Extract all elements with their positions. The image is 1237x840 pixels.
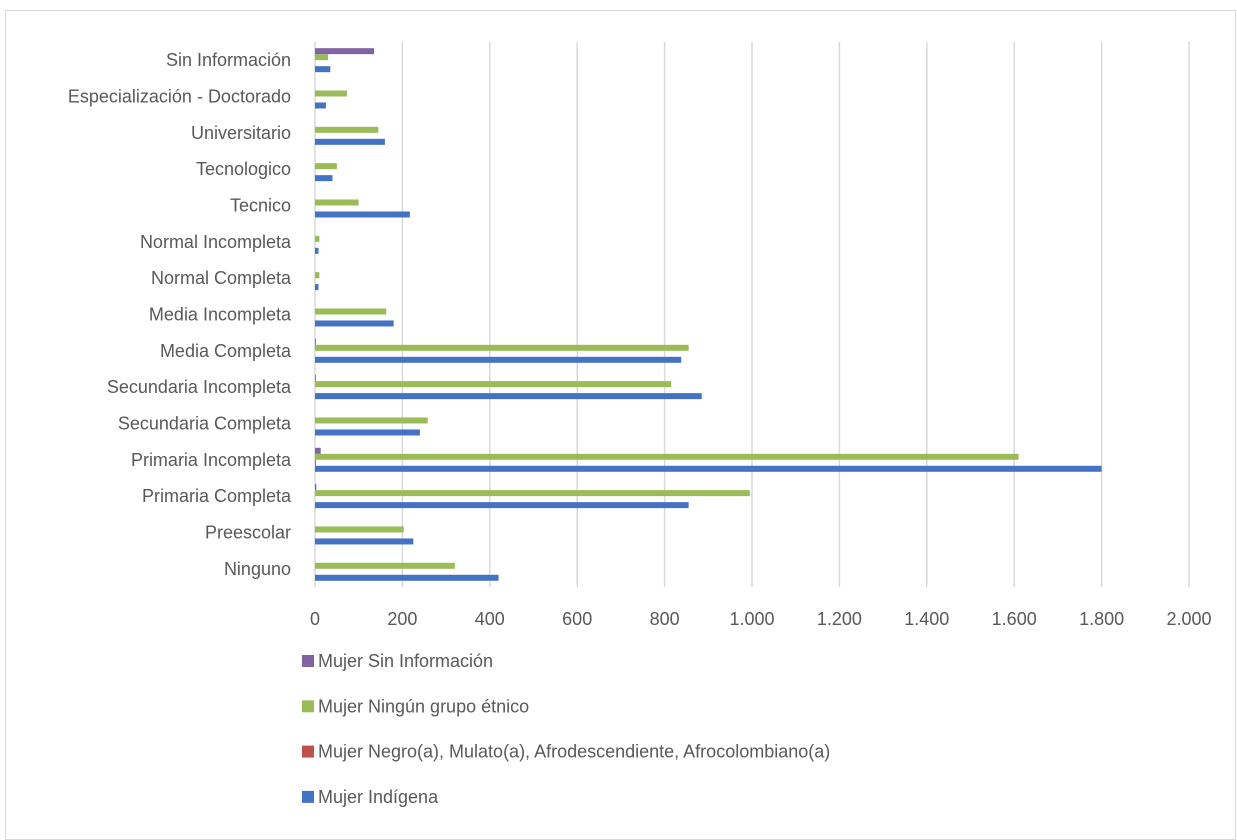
- bar-mujer-ning-n-grupo-tnico-especializaci-n-doctorado: [315, 90, 347, 97]
- category-label: Sin Información: [166, 50, 291, 70]
- legend-label: Mujer Sin Información: [318, 651, 493, 671]
- category-label: Primaria Completa: [142, 486, 292, 506]
- bar-mujer-sin-informaci-n-primaria-completa: [315, 484, 317, 491]
- x-tick-label: 800: [650, 609, 680, 629]
- bar-mujer-ind-gena-tecnologico: [315, 175, 333, 182]
- bar-mujer-ning-n-grupo-tnico-ninguno: [315, 562, 455, 569]
- bar-mujer-ind-gena-primaria-incompleta: [315, 465, 1102, 472]
- x-tick-label: 1.400: [904, 609, 949, 629]
- bar-mujer-ning-n-grupo-tnico-secundaria-incompleta: [315, 381, 672, 388]
- category-label: Especialización - Doctorado: [68, 86, 291, 106]
- category-labels: Ninguno Preescolar Primaria Completa Primar…: [68, 50, 292, 579]
- bar-mujer-sin-informaci-n-secundaria-incompleta: [315, 375, 316, 382]
- x-tick-label: 0: [310, 609, 320, 629]
- legend-swatch: [302, 790, 314, 803]
- legend-label: Mujer Negro(a), Mulato(a), Afrodescendie…: [318, 742, 830, 762]
- bar-mujer-sin-informaci-n-primaria-incompleta: [315, 447, 321, 454]
- bar-mujer-ind-gena-media-completa: [315, 356, 682, 363]
- category-label: Media Incompleta: [149, 304, 292, 324]
- bar-mujer-sin-informaci-n-media-completa: [315, 338, 316, 345]
- legend-swatch: [302, 745, 314, 758]
- category-label: Preescolar: [205, 522, 291, 542]
- x-tick-label: 400: [475, 609, 505, 629]
- bar-mujer-ind-gena-sin-informaci-n: [315, 66, 331, 73]
- bar-mujer-ning-n-grupo-tnico-normal-incompleta: [315, 235, 320, 242]
- category-label: Primaria Incompleta: [131, 450, 292, 470]
- x-tick-label: 200: [387, 609, 417, 629]
- bar-mujer-ning-n-grupo-tnico-primaria-completa: [315, 490, 750, 497]
- legend-swatch: [302, 700, 314, 713]
- category-label: Secundaria Completa: [118, 413, 292, 433]
- x-tick-label: 1.200: [817, 609, 862, 629]
- bar-mujer-ind-gena-secundaria-incompleta: [315, 393, 702, 400]
- bar-mujer-ning-n-grupo-tnico-sin-informaci-n: [315, 54, 329, 61]
- bar-mujer-ning-n-grupo-tnico-preescolar: [315, 526, 404, 533]
- legend-label: Mujer Indígena: [318, 787, 439, 807]
- category-label: Tecnico: [230, 195, 291, 215]
- category-label: Tecnologico: [196, 159, 291, 179]
- bar-mujer-ning-n-grupo-tnico-normal-completa: [315, 272, 320, 279]
- bar-mujer-ind-gena-primaria-completa: [315, 502, 689, 509]
- bar-mujer-sin-informaci-n-sin-informaci-n: [315, 48, 374, 55]
- bar-mujer-ind-gena-normal-completa: [315, 284, 319, 291]
- bar-mujer-negro-a-mulato-a-afrodescendiente-afrocolombiano-a--primaria-incompleta: [315, 459, 316, 466]
- bar-mujer-ind-gena-universitario: [315, 138, 385, 145]
- legend-swatch: [302, 655, 314, 667]
- bar-mujer-ind-gena-secundaria-completa: [315, 429, 420, 436]
- bar-mujer-ning-n-grupo-tnico-tecnico: [315, 199, 359, 206]
- x-tick-label: 1.600: [992, 609, 1037, 629]
- x-tick-label: 1.800: [1079, 609, 1124, 629]
- bar-mujer-ind-gena-preescolar: [315, 538, 414, 545]
- category-label: Media Completa: [160, 341, 292, 361]
- category-label: Normal Completa: [151, 268, 292, 288]
- category-label: Ninguno: [224, 559, 291, 579]
- category-label: Normal Incompleta: [140, 232, 292, 252]
- bar-mujer-ning-n-grupo-tnico-secundaria-completa: [315, 417, 428, 424]
- legend-label: Mujer Ningún grupo étnico: [318, 696, 529, 716]
- bar-mujer-ning-n-grupo-tnico-tecnologico: [315, 163, 337, 170]
- bar-mujer-ind-gena-normal-incompleta: [315, 247, 319, 254]
- category-label: Secundaria Incompleta: [107, 377, 292, 397]
- bar-mujer-ind-gena-media-incompleta: [315, 320, 394, 327]
- legend: Mujer Sin Información Mujer Ningún grupo …: [302, 651, 830, 807]
- x-tick-label: 2.000: [1166, 609, 1211, 629]
- x-tick-label: 1.000: [729, 609, 774, 629]
- x-tick-labels: 0 200 400 600 800 1.000 1.200 1.400 1.600 1.800 2.…: [310, 609, 1212, 629]
- category-label: Universitario: [191, 123, 291, 143]
- bar-mujer-ind-gena-especializaci-n-doctorado: [315, 102, 326, 109]
- bar-mujer-ning-n-grupo-tnico-media-completa: [315, 344, 689, 351]
- bars: [315, 48, 1102, 581]
- bar-mujer-ning-n-grupo-tnico-universitario: [315, 126, 379, 133]
- bar-mujer-ning-n-grupo-tnico-primaria-incompleta: [315, 453, 1019, 460]
- x-tick-label: 600: [562, 609, 592, 629]
- bar-mujer-ning-n-grupo-tnico-media-incompleta: [315, 308, 387, 315]
- bar-mujer-ind-gena-tecnico: [315, 211, 410, 218]
- bar-mujer-ind-gena-ninguno: [315, 574, 499, 581]
